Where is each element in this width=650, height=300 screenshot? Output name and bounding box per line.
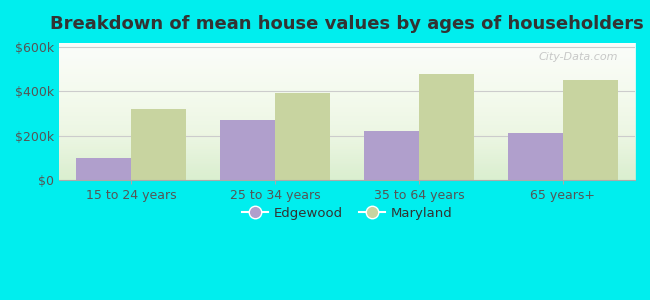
Bar bbox=[419, 74, 474, 180]
Bar bbox=[508, 134, 563, 180]
Bar bbox=[364, 131, 419, 180]
Title: Breakdown of mean house values by ages of householders: Breakdown of mean house values by ages o… bbox=[50, 15, 644, 33]
Bar bbox=[220, 120, 275, 180]
Bar bbox=[131, 109, 186, 180]
Legend: Edgewood, Maryland: Edgewood, Maryland bbox=[237, 202, 458, 225]
Text: City-Data.com: City-Data.com bbox=[538, 52, 617, 62]
Bar bbox=[275, 93, 330, 180]
Bar bbox=[76, 158, 131, 180]
Bar bbox=[563, 80, 618, 180]
